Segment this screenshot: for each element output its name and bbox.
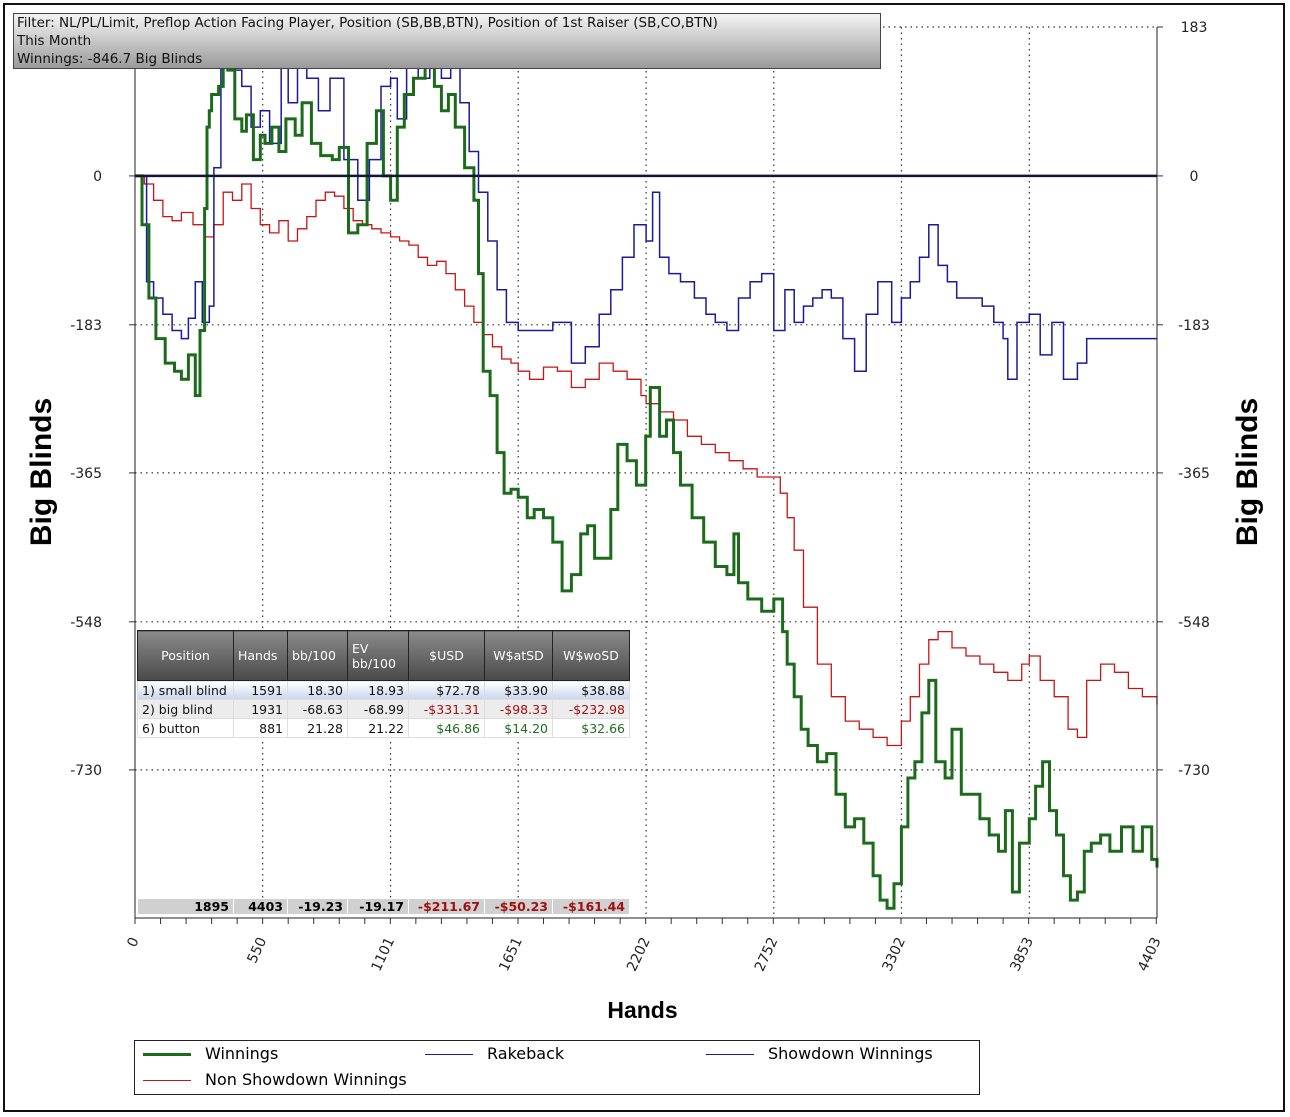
cell-position: 2) big blind	[137, 699, 234, 719]
axes: 0550110116512202275233023853440318318300…	[70, 20, 1210, 974]
y-axis-title-right: Big Blinds	[1231, 397, 1264, 547]
cell-ev-bb100: -68.99	[347, 699, 409, 719]
cell-position: 6) button	[137, 718, 234, 738]
cell-position: 1) small blind	[137, 680, 234, 700]
chart-frame	[3, 3, 1285, 1112]
table-row[interactable]: 6) button 881 21.28 21.22 $46.86 $14.20 …	[137, 718, 630, 738]
cell-wwosd: -$232.98	[552, 699, 630, 719]
total-position: 1895	[137, 898, 234, 915]
y-tick-label-left: -730	[70, 763, 102, 779]
legend: Winnings Rakeback Showdown Winnings Non …	[134, 1040, 980, 1095]
cell-usd: $72.78	[408, 680, 485, 700]
y-tick-label-right: 0	[1190, 169, 1199, 185]
column-header-wsd[interactable]: W$atSD	[484, 630, 553, 681]
cell-wsd: $14.20	[484, 718, 553, 738]
legend-swatch-non-showdown	[143, 1080, 191, 1081]
x-tick-label: 2752	[752, 935, 782, 974]
cell-hands: 1591	[233, 680, 288, 700]
column-header-position[interactable]: Position	[137, 630, 234, 681]
column-header-wwosd[interactable]: W$woSD	[552, 630, 630, 681]
y-tick-label-right: -365	[1178, 466, 1210, 482]
total-bb100: -19.23	[287, 898, 348, 915]
cell-bb100: 18.30	[287, 680, 348, 700]
x-tick-label: 3302	[880, 935, 910, 974]
table-header-row: Position Hands bb/100 EV bb/100 $USD W$a…	[137, 630, 630, 681]
cell-hands: 881	[233, 718, 288, 738]
legend-swatch-showdown	[706, 1054, 754, 1055]
y-tick-label-right: -730	[1178, 763, 1210, 779]
legend-swatch-rakeback	[425, 1054, 473, 1055]
legend-label: Non Showdown Winnings	[205, 1070, 407, 1089]
total-wwosd: -$161.44	[552, 898, 630, 915]
table-row[interactable]: 1) small blind 1591 18.30 18.93 $72.78 $…	[137, 680, 630, 700]
y-tick-label-left: 0	[93, 169, 102, 185]
column-header-ev-bb100[interactable]: EV bb/100	[347, 630, 409, 681]
filter-box: Filter: NL/PL/Limit, Preflop Action Faci…	[13, 13, 881, 69]
x-tick-label: 4403	[1135, 935, 1165, 974]
total-ev-bb100: -19.17	[347, 898, 409, 915]
cell-wwosd: $32.66	[552, 718, 630, 738]
cell-bb100: -68.63	[287, 699, 348, 719]
x-tick-label: 3853	[1007, 935, 1037, 974]
series-line-non-showdown-winnings	[135, 175, 1158, 747]
cell-ev-bb100: 21.22	[347, 718, 409, 738]
filter-text: Filter: NL/PL/Limit, Preflop Action Faci…	[17, 15, 718, 31]
period-text: This Month	[17, 33, 92, 49]
series-layer	[135, 28, 1159, 910]
x-tick-label: 2202	[624, 935, 654, 974]
legend-label: Winnings	[205, 1044, 279, 1063]
x-tick-label: 1101	[369, 935, 399, 974]
x-tick-label: 0	[124, 935, 142, 950]
cell-ev-bb100: 18.93	[347, 680, 409, 700]
cell-wsd: -$98.33	[484, 699, 553, 719]
y-tick-label-right: 183	[1181, 20, 1208, 36]
series-line-winnings	[135, 60, 1159, 910]
x-tick-label: 550	[244, 935, 270, 966]
column-header-hands[interactable]: Hands	[233, 630, 288, 681]
cell-bb100: 21.28	[287, 718, 348, 738]
x-tick-label: 1651	[496, 935, 526, 974]
cell-hands: 1931	[233, 699, 288, 719]
cell-wsd: $33.90	[484, 680, 553, 700]
legend-swatch-winnings	[143, 1053, 191, 1056]
total-usd: -$211.67	[408, 898, 485, 915]
y-tick-label-right: -548	[1178, 615, 1210, 631]
cell-usd: -$331.31	[408, 699, 485, 719]
y-axis-title-left: Big Blinds	[25, 397, 58, 547]
y-tick-label-left: -183	[70, 318, 102, 334]
totals-row: 1895 4403 -19.23 -19.17 -$211.67 -$50.23…	[137, 898, 630, 915]
legend-label: Rakeback	[487, 1044, 565, 1063]
y-tick-label-left: -365	[70, 466, 102, 482]
total-hands: 4403	[233, 898, 288, 915]
x-axis-title: Hands	[607, 997, 678, 1023]
y-tick-label-left: -548	[70, 615, 102, 631]
table-row[interactable]: 2) big blind 1931 -68.63 -68.99 -$331.31…	[137, 699, 630, 719]
y-tick-label-right: -183	[1178, 318, 1210, 334]
total-wsd: -$50.23	[484, 898, 553, 915]
winnings-summary: Winnings: -846.7 Big Blinds	[17, 51, 203, 67]
column-header-bb100[interactable]: bb/100	[287, 630, 348, 681]
position-stats-table: Position Hands bb/100 EV bb/100 $USD W$a…	[137, 630, 630, 738]
cell-usd: $46.86	[408, 718, 485, 738]
column-header-usd[interactable]: $USD	[408, 630, 485, 681]
legend-label: Showdown Winnings	[768, 1044, 933, 1063]
series-line-showdown-winnings	[135, 28, 1157, 381]
cell-wwosd: $38.88	[552, 680, 630, 700]
